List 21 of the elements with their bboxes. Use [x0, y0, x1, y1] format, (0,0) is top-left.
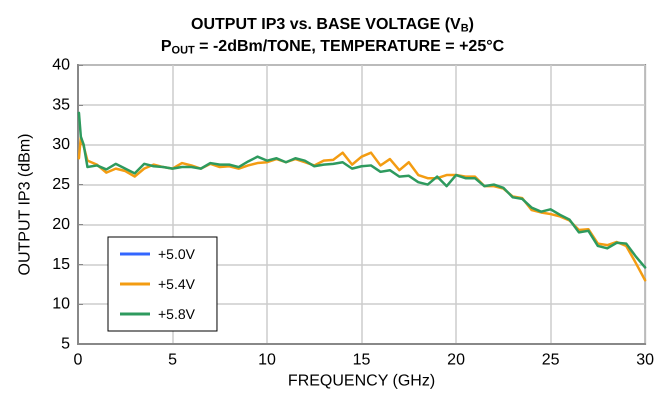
x-tick-label: 10 — [258, 352, 276, 368]
x-tick-label: 5 — [168, 352, 178, 368]
y-tick-label: 30 — [52, 136, 70, 154]
legend-label: +5.0V — [158, 246, 196, 262]
y-tick-label: 25 — [52, 176, 70, 194]
x-tick-label: 30 — [636, 352, 654, 368]
legend-label: +5.8V — [158, 306, 196, 322]
y-tick-label: 10 — [52, 296, 70, 313]
y-tick-label: 15 — [52, 256, 70, 273]
y-tick-label: 40 — [52, 56, 70, 74]
x-axis-title: FREQUENCY (GHz) — [288, 372, 436, 390]
x-tick-label: 25 — [542, 352, 560, 368]
y-tick-label: 5 — [61, 336, 70, 352]
legend-label: +5.4V — [158, 276, 196, 292]
x-tick-label: 15 — [352, 352, 371, 368]
y-tick-label: 20 — [52, 216, 70, 233]
x-tick-label: 20 — [447, 352, 466, 368]
y-tick-label: 35 — [52, 96, 70, 114]
x-tick-label: 0 — [74, 352, 83, 368]
line-series — [78, 112, 646, 269]
y-axis-title: OUTPUT IP3 (dBm) — [16, 134, 34, 276]
